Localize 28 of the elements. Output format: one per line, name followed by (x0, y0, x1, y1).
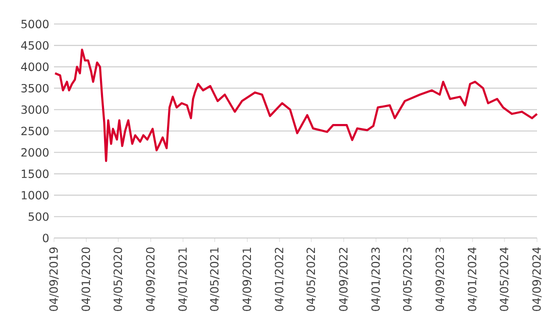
x-tick-label: 04/01/2022 (274, 248, 284, 312)
x-tick-label: 04/09/2023 (436, 248, 445, 312)
x-tick-label: 04/05/2022 (306, 248, 316, 312)
x-tick-label: 04/05/2024 (500, 247, 510, 312)
y-tick-label: 4500 (21, 41, 49, 50)
x-tick-label: 04/05/2021 (210, 248, 220, 312)
y-tick-label: 3500 (21, 84, 49, 92)
x-tick-label: 04/01/2021 (178, 248, 188, 312)
y-tick-label: 3000 (21, 105, 49, 114)
y-tick-label: 4000 (21, 62, 49, 72)
y-tick-label: 1000 (22, 190, 49, 200)
x-tick-label: 04/05/2020 (114, 247, 123, 312)
x-tick-label: 04/01/2024 (468, 247, 478, 312)
x-tick-label: 04/01/2020 (82, 247, 91, 312)
line-series (54, 48, 538, 162)
x-tick-label: 04/09/2024 (532, 247, 542, 312)
y-tick-label: 500 (28, 212, 49, 221)
y-tick-label: 5000 (21, 20, 49, 28)
y-tick-label: 1500 (22, 170, 49, 178)
x-tick-label: 04/01/2023 (371, 248, 381, 312)
x-tick-label: 04/09/2021 (242, 248, 252, 312)
x-tick-label: 04/09/2020 (146, 247, 156, 312)
y-tick-label: 2000 (21, 148, 49, 157)
y-tick-label: 2500 (21, 126, 49, 136)
x-tick-label: 04/05/2023 (403, 248, 412, 312)
x-tick-label: 04/09/2019 (49, 248, 59, 312)
x-tick-label: 04/09/2022 (339, 248, 348, 312)
y-tick-label: 0 (42, 234, 49, 242)
